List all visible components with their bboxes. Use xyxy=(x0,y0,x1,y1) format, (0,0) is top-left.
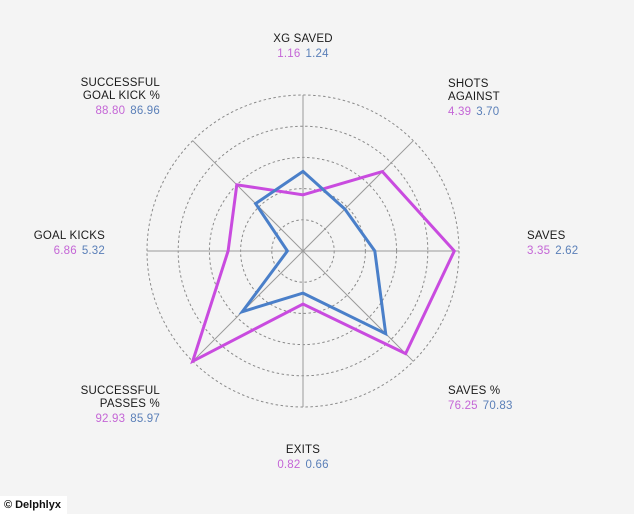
value-series-1: 0.82 xyxy=(277,459,301,471)
axis-values: 3.35 2.62 xyxy=(527,245,578,258)
axis-values: 6.86 5.32 xyxy=(34,245,105,258)
axis-name: GOAL KICK % xyxy=(82,90,160,102)
value-series-1: 4.39 xyxy=(448,106,472,118)
axis-spoke xyxy=(302,250,414,362)
axis-name: SHOTS xyxy=(448,78,489,90)
axis-spoke xyxy=(192,140,304,252)
axis-values: 88.80 86.96 xyxy=(81,105,160,118)
axis-label: SAVES 3.35 2.62 xyxy=(527,230,578,258)
value-series-1: 6.86 xyxy=(53,245,77,257)
watermark-logo: © Delphlyx xyxy=(0,496,67,514)
copyright-icon: © xyxy=(4,499,13,511)
axis-values: 76.25 70.83 xyxy=(448,400,513,413)
value-series-2: 85.97 xyxy=(130,413,160,425)
axis-name: PASSES % xyxy=(99,398,160,410)
value-series-2: 3.70 xyxy=(476,106,500,118)
axis-label: GOAL KICKS 6.86 5.32 xyxy=(34,230,105,258)
axis-name: AGAINST xyxy=(448,91,500,103)
axis-spoke xyxy=(302,140,414,252)
logo-text: Delphlyx xyxy=(15,499,61,511)
axis-values: 1.16 1.24 xyxy=(273,48,333,61)
axis-values: 0.82 0.66 xyxy=(277,459,328,472)
value-series-1: 92.93 xyxy=(95,413,126,425)
value-series-2: 0.66 xyxy=(305,459,329,471)
value-series-2: 70.83 xyxy=(482,400,513,412)
axis-values: 4.39 3.70 xyxy=(448,106,500,119)
axis-values: 92.93 85.97 xyxy=(81,413,160,426)
value-series-2: 2.62 xyxy=(555,245,579,257)
value-series-2: 86.96 xyxy=(130,105,160,117)
axis-label: SHOTS AGAINST 4.39 3.70 xyxy=(448,78,500,119)
series-polygon-2 xyxy=(238,169,388,337)
axis-name: SAVES xyxy=(527,230,566,242)
radar-grid xyxy=(146,94,460,408)
value-series-1: 76.25 xyxy=(448,400,478,412)
value-series-2: 5.32 xyxy=(81,245,105,257)
axis-name: XG SAVED xyxy=(273,33,333,45)
axis-name: SUCCESSFUL xyxy=(80,77,160,89)
value-series-2: 1.24 xyxy=(305,48,329,60)
axis-label: XG SAVED 1.16 1.24 xyxy=(273,33,333,61)
axis-name: SUCCESSFUL xyxy=(80,385,160,397)
axis-label: SAVES % 76.25 70.83 xyxy=(448,385,513,413)
radar-series xyxy=(190,169,457,365)
axis-name: SAVES % xyxy=(448,385,501,397)
axis-label: EXITS 0.82 0.66 xyxy=(277,444,328,472)
axis-label: SUCCESSFUL PASSES % 92.93 85.97 xyxy=(81,385,160,426)
axis-name: EXITS xyxy=(285,444,321,456)
series-polygon-1 xyxy=(190,169,457,365)
value-series-1: 3.35 xyxy=(527,245,551,257)
axis-label: SUCCESSFUL GOAL KICK % 88.80 86.96 xyxy=(81,77,160,118)
value-series-1: 88.80 xyxy=(95,105,126,117)
axis-name: GOAL KICKS xyxy=(33,230,105,242)
value-series-1: 1.16 xyxy=(277,48,301,60)
